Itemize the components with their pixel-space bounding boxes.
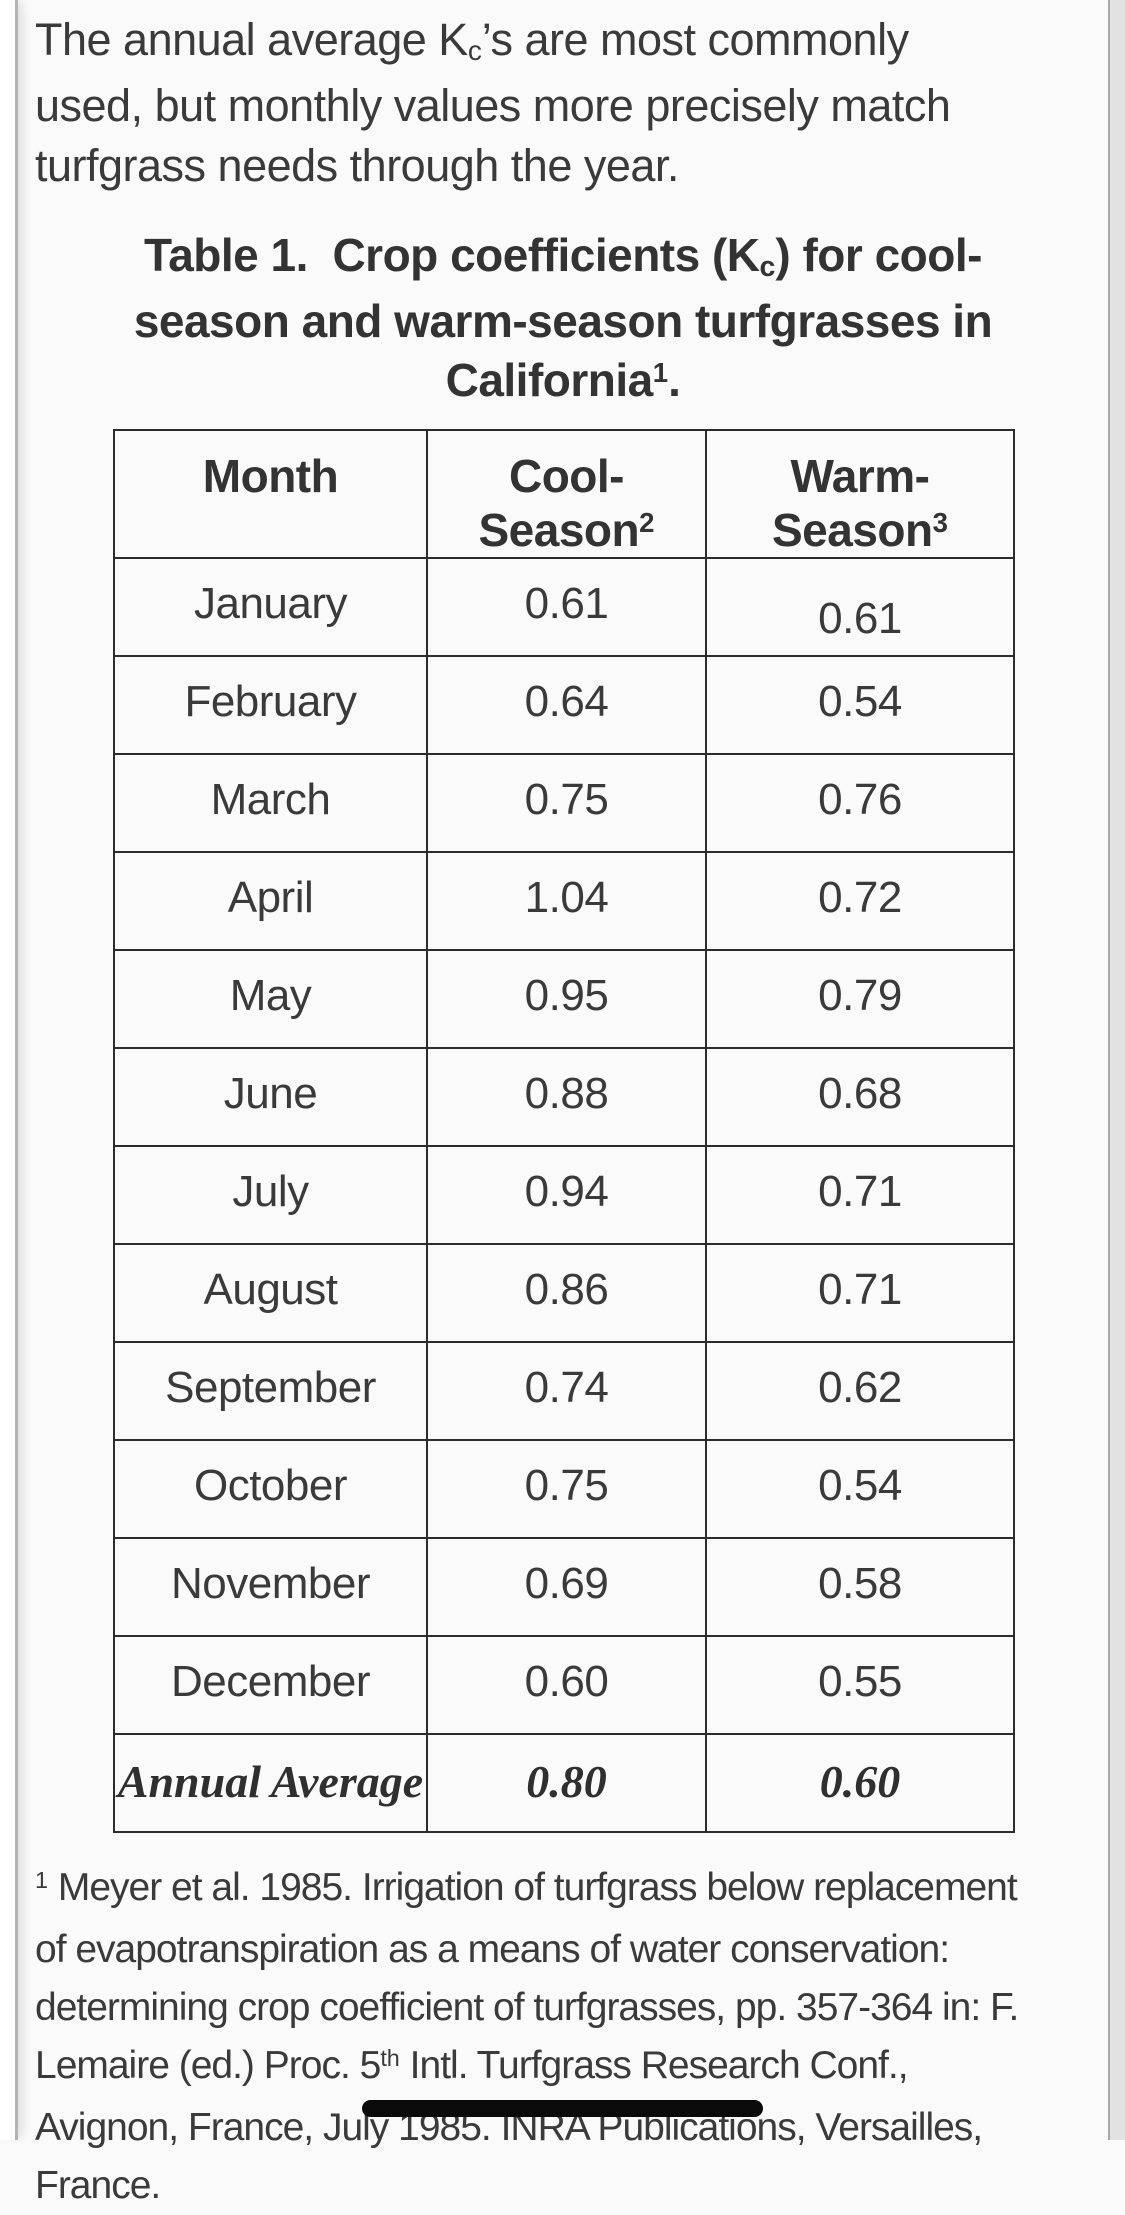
warm-value-cell: 0.72: [705, 851, 1015, 951]
table-title-line: season and warm-season turfgrasses in: [133, 295, 993, 347]
warm-value-cell: 0.62: [705, 1341, 1015, 1441]
annual-average-row: Annual Average 0.80 0.60: [113, 1733, 1015, 1833]
month-cell: December: [113, 1635, 428, 1735]
cool-value-cell: 0.75: [426, 1439, 707, 1539]
month-cell: January: [113, 557, 428, 657]
table-row: January 0.61 0.61: [113, 557, 1015, 657]
cool-value-cell: 0.61: [426, 557, 707, 657]
warm-value-cell: 0.71: [705, 1243, 1015, 1343]
table-header-row: Month Cool-Season2 Warm-Season3: [113, 429, 1015, 559]
warm-value-cell: 0.55: [705, 1635, 1015, 1735]
cool-value-cell: 0.60: [426, 1635, 707, 1735]
footnote-line: France.: [35, 2164, 161, 2207]
page-left-edge: [0, 0, 18, 2140]
column-header-month: Month: [113, 429, 428, 559]
column-header-cool-season: Cool-Season2: [426, 429, 707, 559]
table-row: February 0.64 0.54: [113, 655, 1015, 755]
document-content: The annual average Kc’s are most commonl…: [18, 0, 1108, 2215]
table-title-line: Table 1. Crop coefficients (Kc) for cool…: [144, 229, 982, 284]
month-cell: October: [113, 1439, 428, 1539]
cool-value-cell: 0.94: [426, 1145, 707, 1245]
column-header-warm-season: Warm-Season3: [705, 429, 1015, 559]
intro-line: turfgrass needs through the year.: [35, 140, 679, 191]
footnote-line: determining crop coefficient of turfgras…: [35, 1986, 1019, 2029]
table-row: May 0.95 0.79: [113, 949, 1015, 1049]
scrollbar-gutter: [1108, 0, 1125, 2140]
warm-value-cell: 0.79: [705, 949, 1015, 1049]
annual-average-cool-cell: 0.80: [426, 1733, 707, 1833]
month-cell: May: [113, 949, 428, 1049]
table-row: July 0.94 0.71: [113, 1145, 1015, 1245]
table-row: March 0.75 0.76: [113, 753, 1015, 853]
crop-coefficients-table: Month Cool-Season2 Warm-Season3 January …: [113, 429, 1015, 1833]
month-cell: August: [113, 1243, 428, 1343]
month-cell: June: [113, 1047, 428, 1147]
month-cell: February: [113, 655, 428, 755]
home-indicator-bar[interactable]: [362, 2100, 763, 2117]
table-row: August 0.86 0.71: [113, 1243, 1015, 1343]
month-cell: July: [113, 1145, 428, 1245]
warm-value-cell: 0.76: [705, 753, 1015, 853]
table-row: April 1.04 0.72: [113, 851, 1015, 951]
intro-line: used, but monthly values more precisely …: [35, 80, 951, 131]
footnote-citation: 1 Meyer et al. 1985. Irrigation of turfg…: [35, 1859, 1108, 2215]
table-row: October 0.75 0.54: [113, 1439, 1015, 1539]
month-cell: September: [113, 1341, 428, 1441]
footnote-line: of evapotranspiration as a means of wate…: [35, 1928, 950, 1971]
footnote-line: Lemaire (ed.) Proc. 5th Intl. Turfgrass …: [35, 2044, 909, 2087]
cool-value-cell: 0.95: [426, 949, 707, 1049]
table-title: Table 1. Crop coefficients (Kc) for cool…: [113, 226, 1013, 416]
table-row: November 0.69 0.58: [113, 1537, 1015, 1637]
cool-value-cell: 0.69: [426, 1537, 707, 1637]
cool-value-cell: 0.75: [426, 753, 707, 853]
warm-value-cell: 0.68: [705, 1047, 1015, 1147]
intro-line: The annual average Kc’s are most commonl…: [35, 14, 909, 67]
warm-value-cell: 0.54: [705, 1439, 1015, 1539]
cool-value-cell: 0.64: [426, 655, 707, 755]
warm-value-cell: 0.54: [705, 655, 1015, 755]
warm-value-cell: 0.71: [705, 1145, 1015, 1245]
month-cell: April: [113, 851, 428, 951]
table-title-line: California1.: [445, 354, 681, 406]
month-cell: March: [113, 753, 428, 853]
table-row: September 0.74 0.62: [113, 1341, 1015, 1441]
month-cell: November: [113, 1537, 428, 1637]
annual-average-warm-cell: 0.60: [705, 1733, 1015, 1833]
cool-value-cell: 0.74: [426, 1341, 707, 1441]
warm-value-cell: 0.61: [705, 557, 1015, 657]
cool-value-cell: 0.86: [426, 1243, 707, 1343]
cool-value-cell: 1.04: [426, 851, 707, 951]
table-row: December 0.60 0.55: [113, 1635, 1015, 1735]
intro-paragraph: The annual average Kc’s are most commonl…: [35, 10, 1108, 196]
annual-average-label-cell: Annual Average: [113, 1733, 428, 1833]
table-row: June 0.88 0.68: [113, 1047, 1015, 1147]
cool-value-cell: 0.88: [426, 1047, 707, 1147]
footnote-line: 1 Meyer et al. 1985. Irrigation of turfg…: [35, 1866, 1018, 1909]
warm-value-cell: 0.58: [705, 1537, 1015, 1637]
